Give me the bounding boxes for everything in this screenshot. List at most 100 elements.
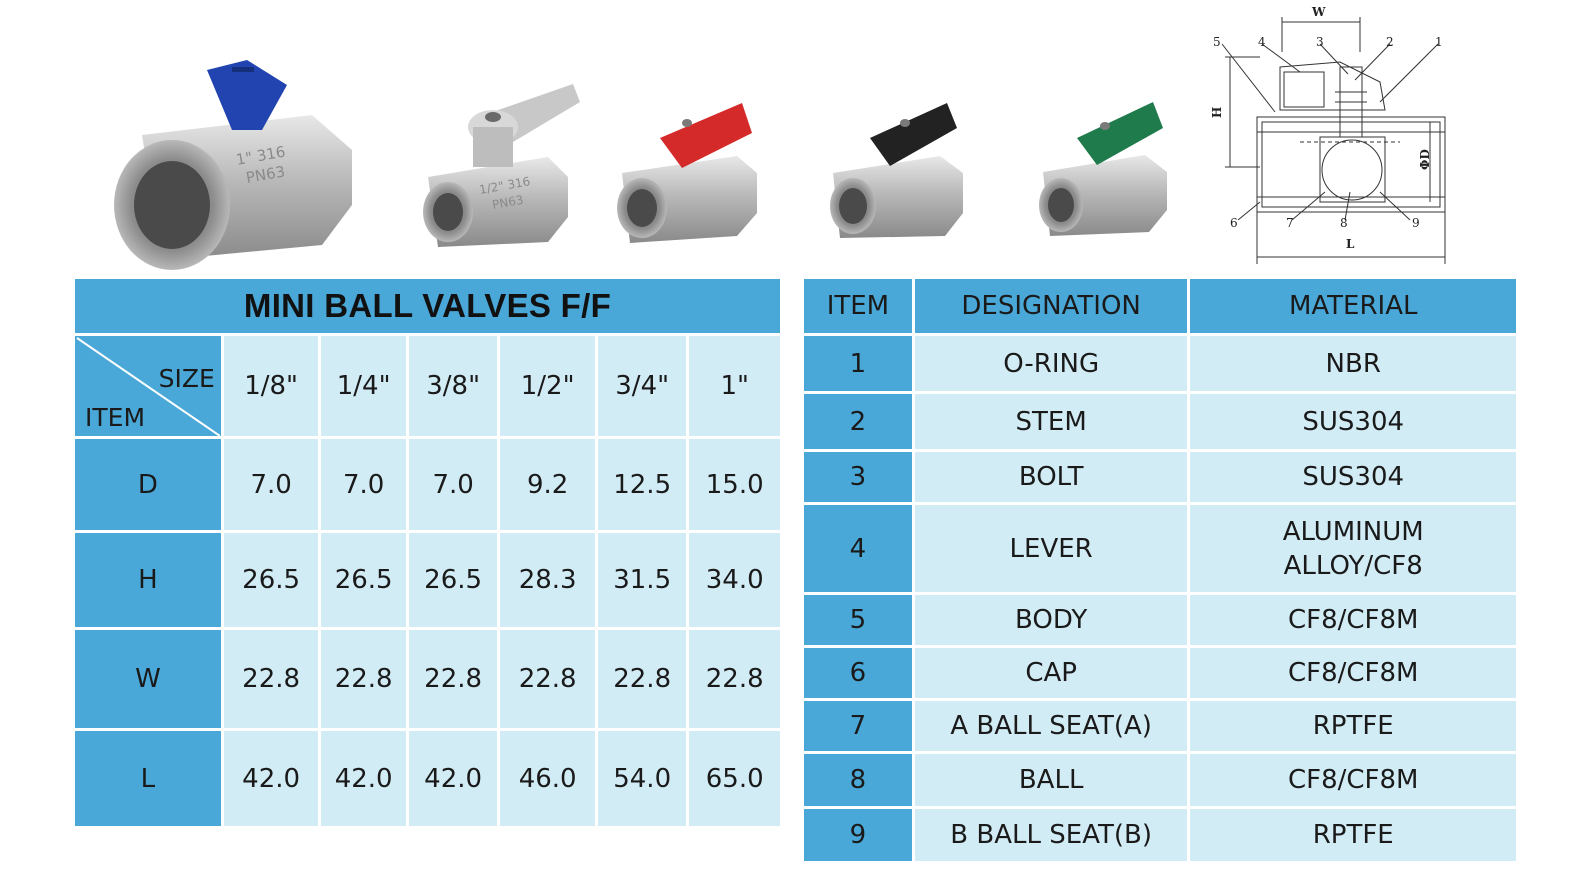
row-item-label: D — [75, 439, 221, 530]
size-header: 3/8" — [408, 336, 498, 436]
dim-value: 7.0 — [223, 439, 319, 530]
part-number: 9 — [804, 809, 912, 861]
part-material: SUS304 — [1190, 452, 1516, 502]
dim-value: 9.2 — [500, 439, 595, 530]
part-material: ALUMINUM ALLOY/CF8 — [1190, 505, 1516, 592]
materials-table: ITEM DESIGNATION MATERIAL 1 O-RING NBR 2… — [801, 276, 1519, 864]
header-material: MATERIAL — [1190, 279, 1516, 333]
table-row: 4 LEVER ALUMINUM ALLOY/CF8 — [804, 505, 1516, 592]
corner-size-label: SIZE — [158, 364, 215, 393]
dim-value: 22.8 — [408, 630, 498, 728]
dim-value: 26.5 — [408, 533, 498, 627]
size-header: 1/4" — [321, 336, 406, 436]
dim-value: 26.5 — [321, 533, 406, 627]
part-number: 1 — [804, 336, 912, 391]
row-item-label: L — [75, 731, 221, 826]
part-designation: STEM — [914, 394, 1188, 449]
part-material: RPTFE — [1190, 701, 1516, 751]
part-number: 8 — [804, 754, 912, 806]
table-title: MINI BALL VALVES F/F — [75, 279, 780, 333]
table-row: L 42.0 42.0 42.0 46.0 54.0 65.0 — [75, 731, 780, 826]
header-designation: DESIGNATION — [914, 279, 1188, 333]
part-designation: BALL — [914, 754, 1188, 806]
cross-section-drawing: 5 4 3 2 1 6 7 8 9 W H ΦD L — [1210, 5, 1446, 264]
part-material: RPTFE — [1190, 809, 1516, 861]
table-row: D 7.0 7.0 7.0 9.2 12.5 15.0 — [75, 439, 780, 530]
dim-value: 42.0 — [223, 731, 319, 826]
valve-photo-large-blue: 1" 316 PN63 — [114, 60, 352, 270]
header-item: ITEM — [804, 279, 912, 333]
row-item-label: W — [75, 630, 221, 728]
part-number: 2 — [804, 394, 912, 449]
table-row: 9 B BALL SEAT(B) RPTFE — [804, 809, 1516, 861]
callout-6: 6 — [1230, 216, 1238, 230]
valve-photo-red-lever — [617, 103, 757, 243]
part-designation: B BALL SEAT(B) — [914, 809, 1188, 861]
table-row: 8 BALL CF8/CF8M — [804, 754, 1516, 806]
black-lever-icon — [870, 103, 957, 166]
table-row: W 22.8 22.8 22.8 22.8 22.8 22.8 — [75, 630, 780, 728]
callout-7: 7 — [1286, 216, 1294, 230]
callout-3: 3 — [1316, 35, 1324, 49]
part-designation: A BALL SEAT(A) — [914, 701, 1188, 751]
table-row: 2 STEM SUS304 — [804, 394, 1516, 449]
part-number: 5 — [804, 595, 912, 645]
part-material: CF8/CF8M — [1190, 754, 1516, 806]
part-number: 6 — [804, 648, 912, 698]
dim-value: 22.8 — [689, 630, 780, 728]
corner-header-cell: SIZE ITEM — [75, 336, 221, 436]
blue-lever-icon — [207, 60, 287, 130]
size-header: 1/2" — [500, 336, 595, 436]
dim-value: 34.0 — [689, 533, 780, 627]
row-item-label: H — [75, 533, 221, 627]
part-designation: CAP — [914, 648, 1188, 698]
table-row: 7 A BALL SEAT(A) RPTFE — [804, 701, 1516, 751]
part-designation: LEVER — [914, 505, 1188, 592]
dim-value: 28.3 — [500, 533, 595, 627]
callout-9: 9 — [1412, 216, 1420, 230]
part-material: CF8/CF8M — [1190, 648, 1516, 698]
dim-value: 15.0 — [689, 439, 780, 530]
dim-value: 26.5 — [223, 533, 319, 627]
dim-value: 22.8 — [321, 630, 406, 728]
dimensions-table: MINI BALL VALVES F/F SIZE ITEM 1/8" 1/4"… — [72, 276, 783, 829]
corner-item-label: ITEM — [85, 403, 146, 432]
valve-photo-black-lever — [830, 103, 963, 238]
red-lever-icon — [660, 103, 752, 168]
size-header: 3/4" — [597, 336, 687, 436]
table-row: 5 BODY CF8/CF8M — [804, 595, 1516, 645]
dim-value: 12.5 — [597, 439, 687, 530]
size-header: 1/8" — [223, 336, 319, 436]
part-material: NBR — [1190, 336, 1516, 391]
part-material-line2: ALLOY/CF8 — [1283, 550, 1423, 581]
callout-8: 8 — [1340, 216, 1348, 230]
table-row: H 26.5 26.5 26.5 28.3 31.5 34.0 — [75, 533, 780, 627]
dim-value: 54.0 — [597, 731, 687, 826]
size-header: 1" — [689, 336, 780, 436]
dim-value: 46.0 — [500, 731, 595, 826]
part-material: CF8/CF8M — [1190, 595, 1516, 645]
part-material: SUS304 — [1190, 394, 1516, 449]
part-number: 7 — [804, 701, 912, 751]
valve-photo-silver-lever: 1/2" 316 PN63 — [423, 84, 580, 247]
part-material-line1: ALUMINUM — [1282, 516, 1424, 547]
callout-1: 1 — [1435, 35, 1443, 49]
dim-value: 22.8 — [597, 630, 687, 728]
table-row: 3 BOLT SUS304 — [804, 452, 1516, 502]
valve-photo-green-lever — [1039, 102, 1167, 236]
part-designation: O-RING — [914, 336, 1188, 391]
diagonal-divider — [76, 337, 220, 436]
table-row: 1 O-RING NBR — [804, 336, 1516, 391]
callout-5: 5 — [1213, 35, 1221, 49]
green-lever-icon — [1077, 102, 1163, 165]
dim-value: 42.0 — [408, 731, 498, 826]
callout-4: 4 — [1258, 35, 1266, 49]
part-designation: BOLT — [914, 452, 1188, 502]
dim-value: 22.8 — [500, 630, 595, 728]
part-number: 4 — [804, 505, 912, 592]
dim-value: 7.0 — [321, 439, 406, 530]
dim-w-label: W — [1311, 5, 1326, 19]
table-row: 6 CAP CF8/CF8M — [804, 648, 1516, 698]
dim-value: 65.0 — [689, 731, 780, 826]
dim-h-label: H — [1210, 107, 1224, 118]
